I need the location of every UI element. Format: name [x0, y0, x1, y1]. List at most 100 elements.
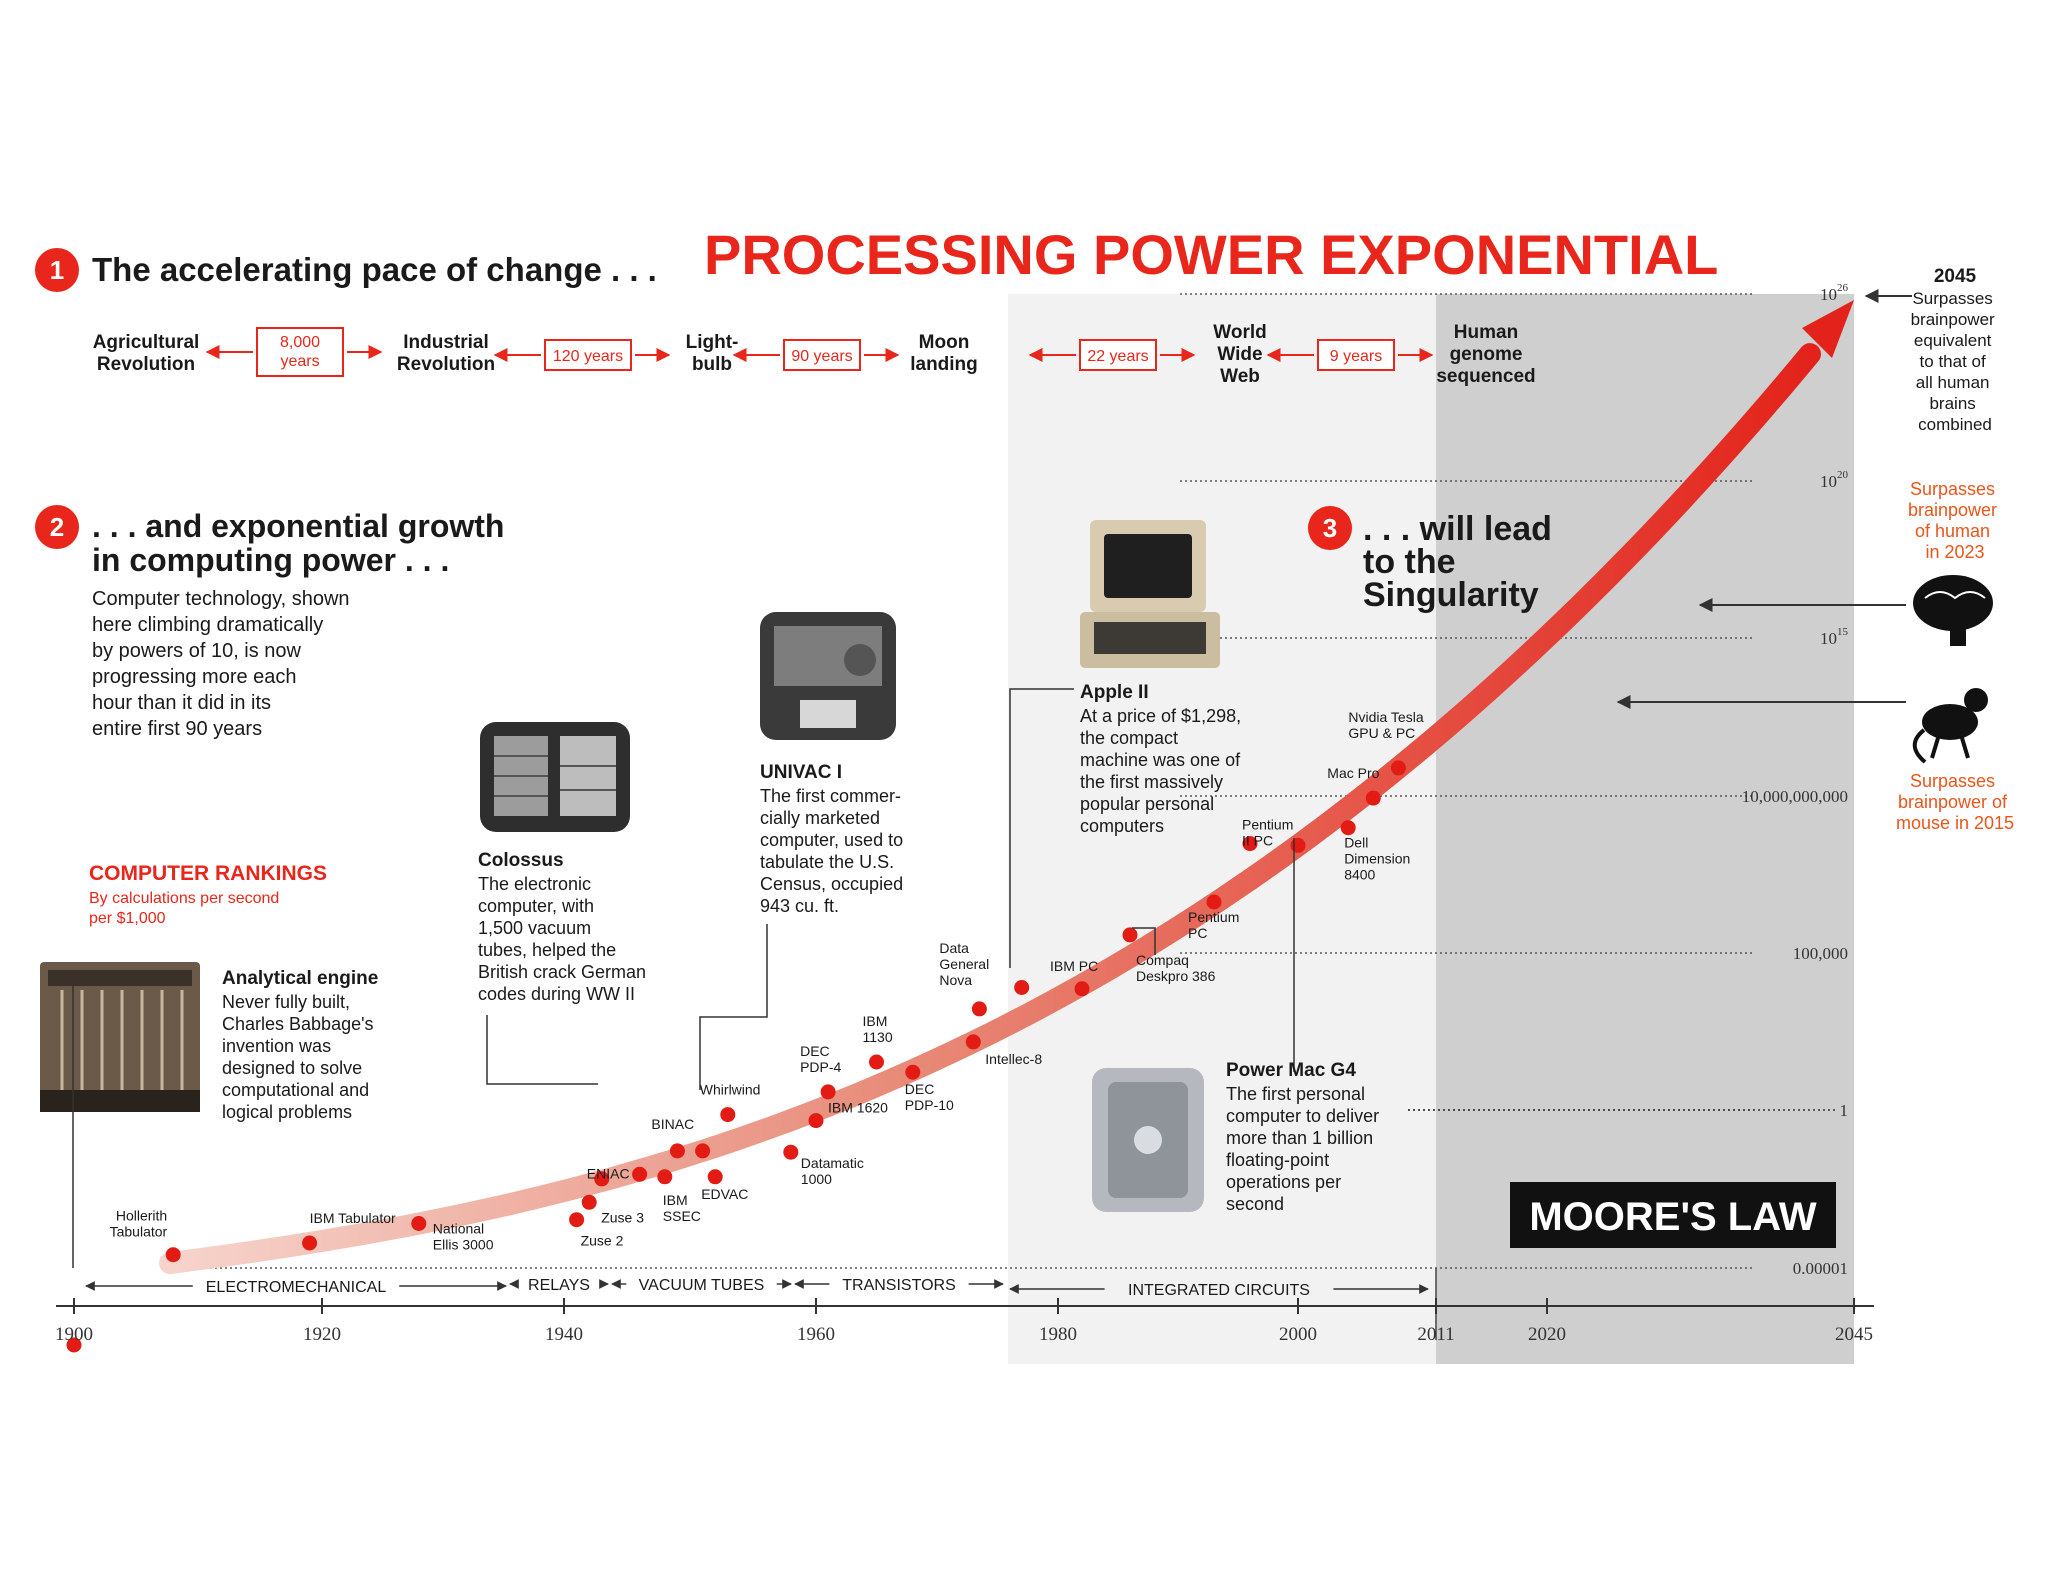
point-label: Pentium II PC [1242, 817, 1293, 849]
power-mac-g4-photo [1092, 1068, 1204, 1212]
interval-label: 120 years [553, 348, 623, 365]
data-point [720, 1107, 736, 1123]
apple-ii-callout: Apple II At a price of $1,298, the compa… [1080, 682, 1241, 836]
data-point [1122, 927, 1138, 943]
y-tick-label: 10,000,000,000 [1742, 787, 1848, 806]
milestone-label: Industrial Revolution [397, 332, 495, 375]
era-label: RELAYS [528, 1277, 590, 1294]
data-point [581, 1194, 597, 1210]
interval-label: 90 years [791, 348, 852, 365]
point-label: IBM SSEC [663, 1192, 701, 1224]
milestone-label: Human genome sequenced [1436, 322, 1535, 387]
moores-law-label: MOORE'S LAW [1529, 1195, 1817, 1239]
point-label: DEC PDP-10 [905, 1081, 954, 1113]
apple-ii-photo [1080, 520, 1220, 668]
rankings-subtitle: By calculations per second per $1,000 [89, 890, 284, 927]
moores-law-badge [1510, 1182, 1836, 1248]
x-tick-label: 2011 [1417, 1324, 1454, 1345]
data-point [869, 1054, 884, 1070]
note-human-2023: Surpasses brainpower of human in 2023 [1908, 479, 2002, 562]
svg-text:Power Mac G4: Power Mac G4 [1226, 1060, 1356, 1081]
era-label: INTEGRATED CIRCUITS [1128, 1282, 1310, 1299]
milestone-label: World Wide Web [1213, 322, 1266, 387]
data-point [594, 1171, 610, 1187]
era-label: VACUUM TUBES [639, 1277, 765, 1294]
svg-text:Analytical engine: Analytical engine [222, 968, 378, 989]
interval-box [783, 339, 861, 371]
point-label: IBM 1130 [863, 1013, 893, 1045]
interval-box [544, 339, 632, 371]
point-label: Hollerith Tabulator [110, 1208, 168, 1240]
point-label: Pentium PC [1188, 909, 1239, 941]
data-point [165, 1247, 181, 1263]
data-point [707, 1169, 723, 1185]
svg-text:UNIVAC I: UNIVAC I [760, 762, 842, 783]
point-label: Dell Dimension 8400 [1344, 835, 1410, 883]
section2-title: . . . and exponential growth in computin… [92, 508, 513, 578]
y-tick-label: 1020 [1820, 469, 1849, 491]
data-point [1290, 837, 1306, 853]
point-label: ENIAC [587, 1165, 630, 1181]
y-tick-label: 0.00001 [1793, 1259, 1848, 1278]
section2-badge [35, 505, 79, 549]
interval-label: 9 years [1330, 348, 1382, 365]
power-mac-callout: Power Mac G4 The first personal computer… [1226, 1060, 1384, 1214]
x-axis-ticks: 1900 1920 1940 1960 1980 2000 2011 2020 2045 [55, 1298, 1873, 1345]
svg-text:Apple II: Apple II [1080, 682, 1149, 703]
data-point [971, 1001, 987, 1017]
point-label: IBM Tabulator [310, 1210, 396, 1226]
milestone-label: Light-bulb [686, 332, 739, 375]
data-point [569, 1212, 585, 1228]
point-label: BINAC [651, 1116, 694, 1132]
note-mouse-2015: Surpasses brainpower of mouse in 2015 [1896, 771, 2014, 833]
analytical-engine-photo [40, 962, 200, 1112]
y-tick-label: 1015 [1820, 626, 1849, 648]
x-tick-label: 1900 [55, 1324, 93, 1345]
point-label: Data General Nova [939, 940, 989, 988]
colossus-photo [480, 722, 630, 832]
year-2045-label: 2045 [1934, 266, 1977, 287]
data-point [783, 1144, 799, 1160]
point-label: Whirlwind [700, 1082, 761, 1098]
data-point [302, 1235, 318, 1251]
point-label: Zuse 2 [581, 1233, 624, 1249]
computer-data-points: Hollerith Tabulator IBM Tabulator National E… [66, 709, 1424, 1353]
univac-photo [760, 612, 896, 740]
analytical-engine-callout: Analytical engine Never fully built, Cha… [222, 968, 378, 1122]
colossus-callout: Colossus The electronic computer, with 1… [478, 850, 646, 1004]
svg-text:Colossus: Colossus [478, 850, 564, 871]
data-point [1014, 980, 1030, 995]
point-label: National Ellis 3000 [433, 1221, 494, 1253]
point-label: Datamatic 1000 [801, 1155, 864, 1187]
data-point [657, 1169, 673, 1185]
x-tick-label: 1960 [797, 1324, 835, 1345]
x-tick-label: 1980 [1039, 1324, 1077, 1345]
rankings-title: COMPUTER RANKINGS [89, 862, 327, 885]
section2-body: Computer technology, shown here climbing… [92, 588, 355, 740]
x-tick-label: 1940 [545, 1324, 583, 1345]
y-tick-label: 1 [1840, 1101, 1849, 1120]
section3-title: . . . will lead to the Singularity [1363, 510, 1561, 614]
svg-text:The first personal compu: The first personal computer to deliver m… [1226, 1084, 1384, 1214]
note-2045: Surpasses brainpower equivalent to that … [1911, 289, 2000, 434]
interval-box [256, 327, 344, 377]
section3-badge [1308, 506, 1352, 550]
data-point [669, 1143, 685, 1159]
data-point [411, 1216, 427, 1231]
data-point [1206, 894, 1222, 910]
x-tick-label: 2045 [1835, 1324, 1873, 1345]
milestone-label: Agricultural Revolution [93, 332, 200, 375]
y-gridlines [185, 293, 1754, 1269]
data-point [632, 1166, 648, 1182]
point-label: Compaq Deskpro 386 [1136, 952, 1216, 984]
data-point [1365, 790, 1381, 806]
x-tick-label: 1920 [303, 1324, 341, 1345]
point-label: Mac Pro [1327, 765, 1379, 781]
data-point [695, 1143, 711, 1159]
x-tick-label: 2000 [1279, 1324, 1317, 1345]
data-point [1242, 836, 1258, 852]
section1-number: 1 [50, 255, 64, 285]
technology-eras: ELECTROMECHANICAL RELAYS VACUUM TUBES TRANS… [85, 1277, 1429, 1299]
point-label: EDVAC [701, 1186, 748, 1202]
